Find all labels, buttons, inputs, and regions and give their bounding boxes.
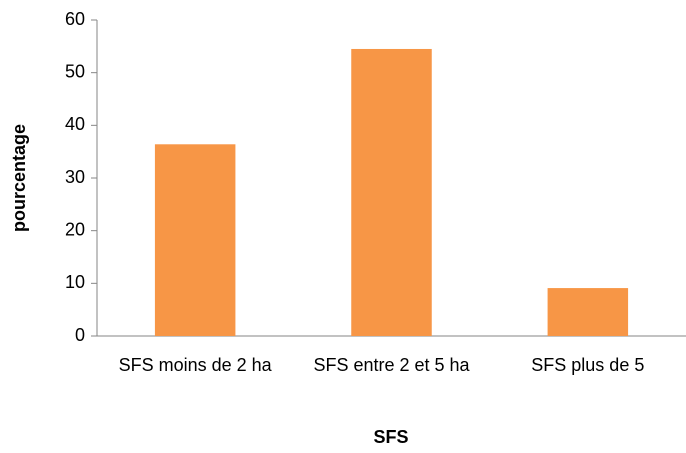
- y-tick-label: 0: [75, 325, 85, 345]
- y-axis-label: pourcentage: [9, 124, 29, 232]
- x-axis-label: SFS: [373, 427, 408, 447]
- y-tick-label: 40: [65, 114, 85, 134]
- bar: [154, 144, 236, 336]
- x-tick-label-box: SFS plus de 5: [531, 355, 645, 375]
- bar: [351, 48, 432, 336]
- x-tick-label: SFS entre 2 et 5 ha: [313, 355, 470, 375]
- y-tick-label: 10: [65, 272, 85, 292]
- y-tick-label: 50: [65, 61, 85, 81]
- x-tick-label: SFS plus de 5: [531, 355, 645, 375]
- bar: [547, 288, 629, 336]
- x-tick-label-box: SFS entre 2 et 5 ha: [313, 355, 470, 375]
- y-tick-label: 60: [65, 9, 85, 29]
- y-tick-label: 30: [65, 167, 85, 187]
- x-tick-label-box: SFS moins de 2 ha: [118, 355, 272, 375]
- x-tick-label: SFS moins de 2 ha: [118, 355, 272, 375]
- y-tick-label: 20: [65, 219, 85, 239]
